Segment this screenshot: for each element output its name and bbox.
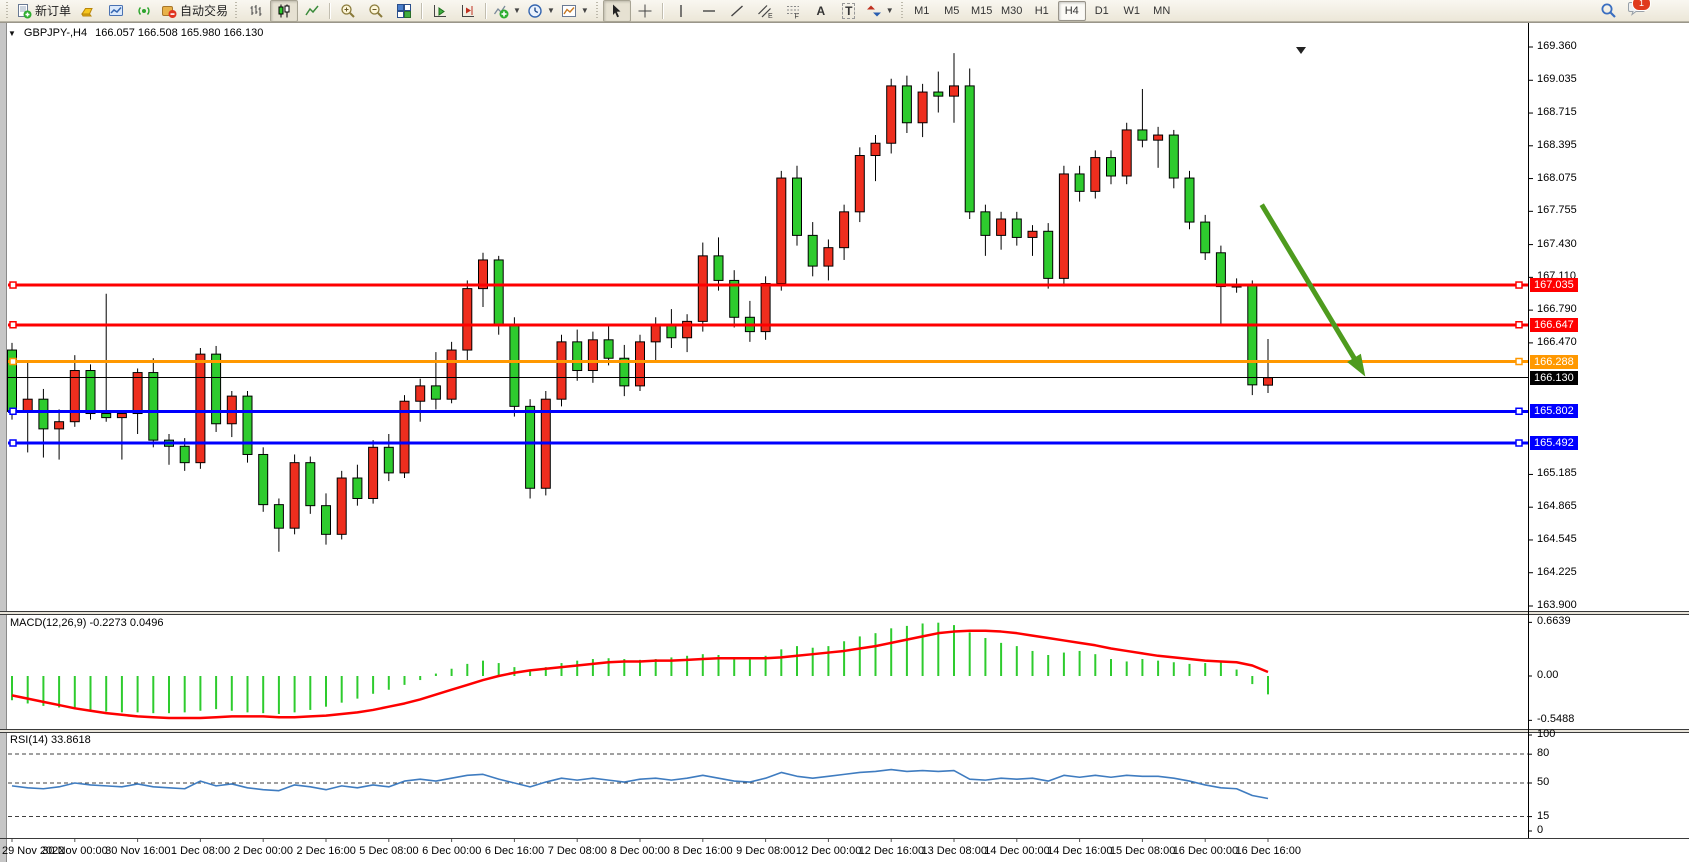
- chevron-down-icon: ▼: [885, 6, 894, 15]
- crosshair-tool-button[interactable]: [631, 0, 659, 22]
- autotrading-label: 自动交易: [180, 4, 229, 18]
- autotrading-icon: [162, 5, 177, 18]
- new-order-button[interactable]: 新订单: [13, 0, 74, 22]
- trend-arrow: [1259, 203, 1361, 366]
- toolbar-grip[interactable]: [5, 1, 10, 20]
- line-chart-button[interactable]: [298, 0, 326, 22]
- text-tool-button[interactable]: A: [807, 0, 835, 22]
- signal-icon: [138, 6, 150, 15]
- macd-panel[interactable]: [8, 613, 1528, 729]
- chart-shift-button[interactable]: [454, 0, 482, 22]
- timeframe-button-m15[interactable]: M15: [971, 4, 993, 17]
- candlestick-chart-icon: [278, 4, 290, 17]
- bar-chart-icon: [250, 4, 262, 16]
- clock-icon: [528, 3, 542, 18]
- line-chart-icon: [305, 5, 319, 15]
- bar-chart-button[interactable]: [242, 0, 270, 22]
- svg-text:E: E: [768, 13, 773, 19]
- timeframe-button-w1[interactable]: W1: [1123, 4, 1140, 17]
- market-watch-button[interactable]: [74, 0, 102, 22]
- cursor-tool-button[interactable]: [602, 0, 631, 22]
- toolbar: 新订单 自动交易 ▼ ▼: [0, 0, 1689, 22]
- new-order-icon: [18, 3, 32, 18]
- svg-text:F: F: [794, 13, 798, 19]
- timeframe-button-mn[interactable]: MN: [1153, 4, 1171, 17]
- tile-windows-button[interactable]: [390, 0, 418, 22]
- toolbar-right: 1: [1600, 0, 1651, 21]
- rsi-layer: [8, 753, 1528, 818]
- hlines-layer[interactable]: [8, 281, 1528, 447]
- templates-button[interactable]: ▼: [558, 0, 592, 22]
- chat-button[interactable]: 1: [1627, 0, 1651, 21]
- rsi-panel[interactable]: [8, 732, 1528, 838]
- trendline-icon: [730, 4, 743, 17]
- zoom-in-icon: [341, 3, 355, 18]
- chevron-down-icon: ▼: [546, 6, 555, 15]
- search-icon[interactable]: [1600, 2, 1617, 19]
- channel-tool-button[interactable]: E: [751, 0, 779, 22]
- timeframe-group: M1 M5 M15 M30 H1 H4 D1 W1 MN: [908, 0, 1176, 21]
- candlestick-chart-button[interactable]: [270, 0, 299, 22]
- notification-badge: 1: [1632, 0, 1651, 11]
- horizontal-line-icon: [702, 9, 715, 12]
- gold-ingot-icon: [81, 7, 93, 16]
- arrows-tool-button[interactable]: ▼: [863, 0, 897, 22]
- tile-windows-icon: [397, 3, 412, 18]
- zoom-out-icon: [369, 3, 383, 18]
- chevron-down-icon: ▼: [580, 6, 589, 15]
- horizontal-line-tool-button[interactable]: [695, 0, 723, 22]
- text-label-icon: T: [842, 2, 856, 19]
- arrows-icon: [866, 5, 881, 16]
- trendline-tool-button[interactable]: [723, 0, 751, 22]
- timeframe-button-m5[interactable]: M5: [944, 4, 960, 17]
- template-icon: [561, 4, 576, 17]
- rsi-line: [11, 768, 1269, 800]
- timeframe-button-h1[interactable]: H1: [1034, 4, 1049, 17]
- toolbar-grip[interactable]: [899, 1, 905, 20]
- timeframe-button-m30[interactable]: M30: [1001, 4, 1023, 17]
- fibonacci-tool-button[interactable]: F: [779, 0, 807, 22]
- toolbar-grip[interactable]: [234, 1, 240, 20]
- signals-button[interactable]: [130, 0, 158, 22]
- toolbar-separator: [421, 2, 424, 19]
- chart-publish-icon: [109, 4, 124, 16]
- text-label-tool-button[interactable]: T: [835, 0, 863, 22]
- toolbar-separator: [661, 2, 664, 19]
- chevron-down-icon: ▼: [513, 6, 521, 15]
- text-tool-icon: A: [816, 3, 826, 18]
- trend-arrow-head: [1347, 353, 1366, 377]
- auto-scroll-icon: [434, 4, 447, 17]
- publish-chart-button[interactable]: [102, 0, 130, 22]
- indicators-icon: [493, 5, 509, 18]
- new-order-label: 新订单: [35, 4, 72, 18]
- toolbar-separator: [485, 2, 488, 19]
- autotrading-button[interactable]: 自动交易: [158, 0, 231, 22]
- zoom-out-button[interactable]: [362, 0, 390, 22]
- vertical-line-tool-button[interactable]: [667, 0, 695, 22]
- timeframe-button-m1[interactable]: M1: [914, 4, 930, 17]
- toolbar-grip[interactable]: [594, 1, 600, 20]
- indicators-button[interactable]: ▼: [490, 0, 524, 22]
- main-chart-plot[interactable]: [8, 44, 1528, 610]
- periods-button[interactable]: ▼: [524, 0, 558, 22]
- candles-layer: [7, 53, 1273, 552]
- auto-scroll-button[interactable]: [426, 0, 454, 22]
- cursor-icon: [612, 4, 621, 17]
- timeframe-button-d1[interactable]: D1: [1094, 4, 1109, 17]
- timeframe-button-h4[interactable]: H4: [1057, 0, 1086, 21]
- toolbar-separator: [329, 2, 332, 19]
- macd-signal-line: [11, 629, 1269, 720]
- fibonacci-icon: F: [786, 5, 799, 19]
- vertical-line-icon: [680, 4, 682, 17]
- macd-layer: [11, 622, 1269, 720]
- chart-shift-marker: [1296, 47, 1306, 54]
- equidistant-channel-icon: E: [757, 4, 773, 19]
- crosshair-icon: [638, 4, 652, 17]
- zoom-in-button[interactable]: [334, 0, 362, 22]
- chart-shift-icon: [462, 4, 475, 17]
